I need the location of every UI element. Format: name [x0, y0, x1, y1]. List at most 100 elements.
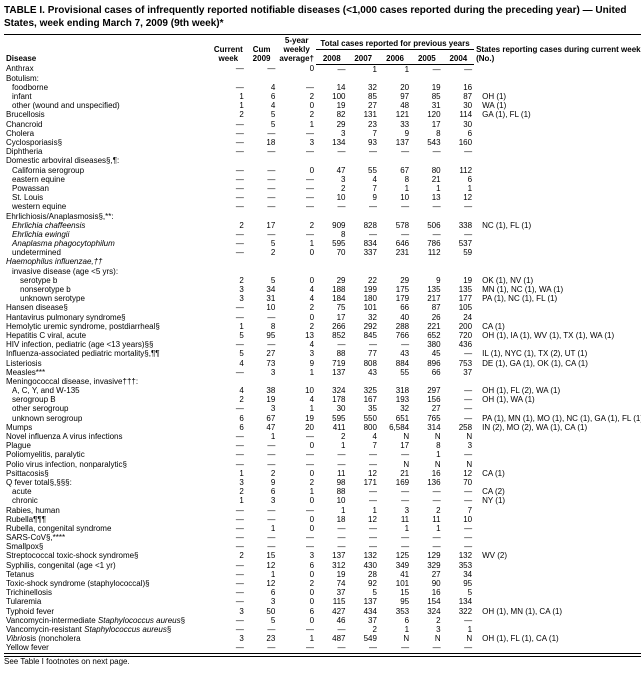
- value-cell: 70: [443, 478, 475, 487]
- states-cell: CA (1): [474, 322, 641, 331]
- value-cell: 177: [443, 294, 475, 303]
- table-title: TABLE I. Provisional cases of infrequent…: [4, 4, 641, 30]
- disease-cell: Smallpox§: [4, 542, 211, 551]
- value-cell: 24: [443, 313, 475, 322]
- value-cell: 19: [316, 101, 347, 110]
- value-cell: 67: [246, 414, 277, 423]
- value-cell: 1: [277, 487, 316, 496]
- value-cell: 12: [347, 515, 378, 524]
- value-cell: 6: [443, 175, 475, 184]
- table-row: Powassan———27111: [4, 184, 641, 193]
- value-cell: 427: [316, 607, 347, 616]
- value-cell: 47: [246, 423, 277, 432]
- value-cell: 2: [246, 469, 277, 478]
- value-cell: 549: [347, 634, 378, 643]
- value-cell: —: [316, 147, 347, 156]
- table-row: California serogroup——047556780112: [4, 166, 641, 175]
- value-cell: [347, 74, 378, 83]
- value-cell: 90: [411, 579, 442, 588]
- col-5yr: 5-year weekly average†: [277, 35, 316, 65]
- value-cell: —: [246, 450, 277, 459]
- value-cell: 10: [379, 193, 411, 202]
- table-row: Q fever total§,§§§:3929817116913670: [4, 478, 641, 487]
- value-cell: 2: [277, 579, 316, 588]
- states-cell: WA (1): [474, 101, 641, 110]
- value-cell: 3: [246, 597, 277, 606]
- value-cell: [316, 267, 347, 276]
- table-row: Rubella¶¶¶——01812111110: [4, 515, 641, 524]
- table-row: Ehrlichia chaffeensis2172909828578506338…: [4, 221, 641, 230]
- states-cell: [474, 441, 641, 450]
- states-cell: OH (1): [474, 92, 641, 101]
- value-cell: [246, 74, 277, 83]
- value-cell: 0: [277, 276, 316, 285]
- value-cell: —: [277, 506, 316, 515]
- value-cell: —: [211, 450, 246, 459]
- value-cell: —: [211, 175, 246, 184]
- states-cell: [474, 212, 641, 221]
- value-cell: —: [277, 643, 316, 653]
- value-cell: [277, 257, 316, 266]
- value-cell: —: [316, 64, 347, 74]
- value-cell: 337: [347, 248, 378, 257]
- states-cell: GA (1), FL (1): [474, 110, 641, 119]
- value-cell: 34: [246, 285, 277, 294]
- table-row: Anthrax——0—11——: [4, 64, 641, 74]
- value-cell: —: [211, 120, 246, 129]
- table-row: Domestic arboviral diseases§,¶:: [4, 156, 641, 165]
- table-row: Streptococcal toxic-shock syndrome§21531…: [4, 551, 641, 560]
- value-cell: 329: [411, 561, 442, 570]
- value-cell: 7: [347, 184, 378, 193]
- value-cell: —: [411, 202, 442, 211]
- value-cell: —: [316, 460, 347, 469]
- table-row: Brucellosis25282131121120114GA (1), FL (…: [4, 110, 641, 119]
- disease-cell: Rubella¶¶¶: [4, 515, 211, 524]
- value-cell: 1: [316, 441, 347, 450]
- value-cell: —: [443, 643, 475, 653]
- table-row: Cholera———37986: [4, 129, 641, 138]
- value-cell: 652: [411, 331, 442, 340]
- value-cell: —: [443, 542, 475, 551]
- value-cell: 852: [316, 331, 347, 340]
- disease-cell: Brucellosis: [4, 110, 211, 119]
- table-row: Vancomycin-intermediate Staphylococcus a…: [4, 616, 641, 625]
- value-cell: 2: [277, 92, 316, 101]
- value-cell: 6: [277, 561, 316, 570]
- value-cell: [379, 74, 411, 83]
- value-cell: [347, 267, 378, 276]
- value-cell: N: [379, 432, 411, 441]
- value-cell: 0: [277, 616, 316, 625]
- states-cell: OH (1), FL (1), CA (1): [474, 634, 641, 643]
- table-row: acute26188————CA (2): [4, 487, 641, 496]
- value-cell: 786: [411, 239, 442, 248]
- value-cell: 2: [277, 221, 316, 230]
- value-cell: 1: [246, 432, 277, 441]
- value-cell: 75: [316, 303, 347, 312]
- disease-cell: serotype b: [4, 276, 211, 285]
- value-cell: —: [443, 349, 475, 358]
- value-cell: 11: [411, 515, 442, 524]
- value-cell: 753: [443, 359, 475, 368]
- value-cell: 1: [379, 64, 411, 74]
- value-cell: 3: [211, 607, 246, 616]
- value-cell: —: [379, 487, 411, 496]
- value-cell: —: [246, 441, 277, 450]
- table-row: chronic13010————NY (1): [4, 496, 641, 505]
- value-cell: 845: [347, 331, 378, 340]
- value-cell: 31: [246, 294, 277, 303]
- value-cell: 19: [411, 83, 442, 92]
- states-cell: MN (1), NC (1), WA (1): [474, 285, 641, 294]
- table-row: Syphilis, congenital (age <1 yr)—1263124…: [4, 561, 641, 570]
- value-cell: 18: [316, 515, 347, 524]
- value-cell: [379, 377, 411, 386]
- value-cell: —: [316, 643, 347, 653]
- value-cell: —: [246, 460, 277, 469]
- value-cell: —: [211, 184, 246, 193]
- table-row: Plague——0171783: [4, 441, 641, 450]
- value-cell: 834: [347, 239, 378, 248]
- value-cell: 808: [347, 359, 378, 368]
- value-cell: 2: [211, 276, 246, 285]
- value-cell: —: [246, 193, 277, 202]
- value-cell: 66: [411, 368, 442, 377]
- value-cell: 3: [277, 138, 316, 147]
